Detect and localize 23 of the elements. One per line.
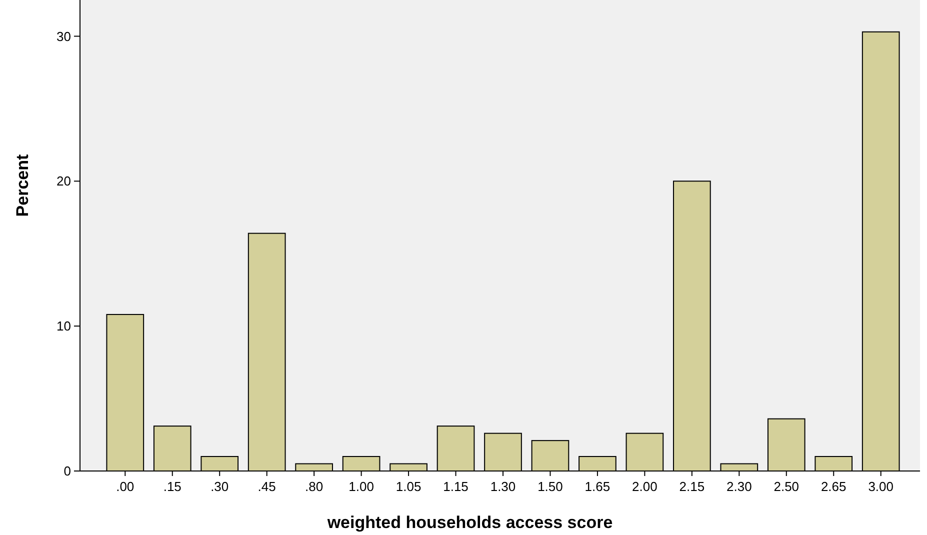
x-tick-label: 3.00 (868, 479, 894, 494)
x-tick-label: 2.50 (774, 479, 800, 494)
y-tick-label: 30 (56, 28, 71, 44)
y-tick-label: 10 (56, 318, 71, 334)
x-tick-label: .15 (163, 479, 182, 494)
x-tick-label: .30 (210, 479, 229, 494)
x-axis-title: weighted households access score (326, 513, 613, 532)
x-tick-label: 1.65 (584, 479, 610, 494)
y-axis-title: Percent (13, 154, 32, 217)
x-tick-label: 2.00 (632, 479, 658, 494)
x-tick-label: 2.30 (726, 479, 752, 494)
x-tick-label: 1.05 (396, 479, 422, 494)
x-tick-label: 1.00 (348, 479, 374, 494)
y-tick-label: 20 (56, 174, 71, 189)
y-tick-label: 0 (64, 464, 71, 479)
x-tick-label: .80 (305, 479, 324, 494)
x-tick-label: 1.15 (443, 479, 468, 494)
x-tick-label: 2.65 (820, 479, 846, 494)
x-tick-label: .00 (116, 479, 134, 494)
x-tick-label: 1.30 (490, 479, 516, 494)
x-tick-label: 1.50 (538, 479, 563, 494)
x-tick-label: 2.15 (679, 479, 705, 494)
x-tick-label: .45 (258, 479, 276, 494)
